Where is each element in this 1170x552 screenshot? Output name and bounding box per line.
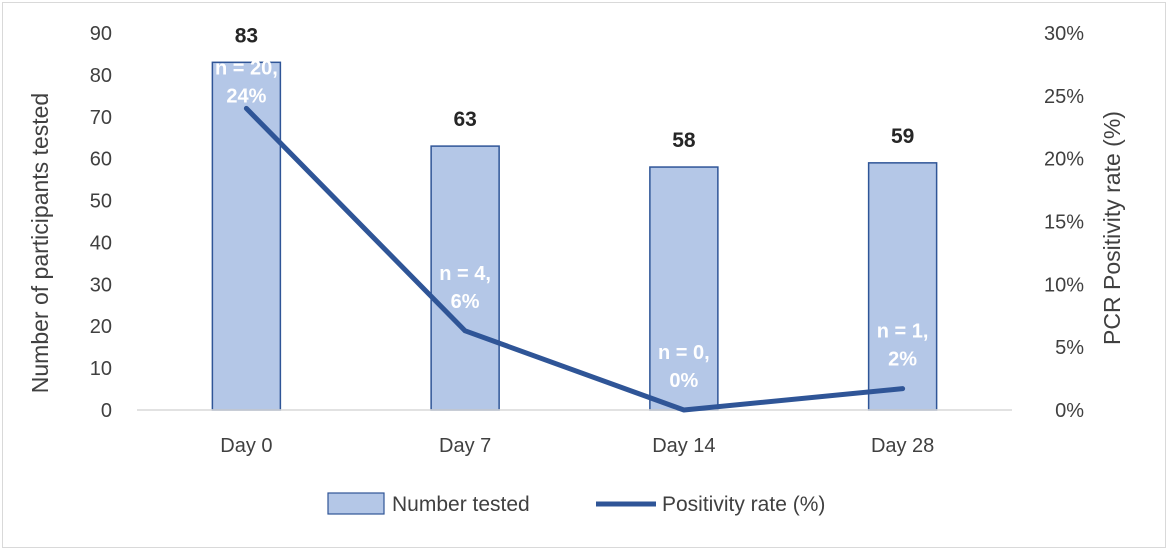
y2-tick-6: 30% — [1044, 23, 1084, 45]
y-axis-title: Number of participants tested — [27, 93, 53, 393]
rate-label-pct-0: 24% — [226, 85, 266, 107]
y2-axis-title: PCR Positivity rate (%) — [1099, 111, 1125, 345]
y2-tick-1: 5% — [1055, 337, 1084, 359]
rate-label-n-0: n = 20, — [215, 57, 278, 79]
x-tick-0: Day 0 — [220, 435, 272, 457]
line-layer — [243, 105, 906, 413]
rate-label-pct-3: 2% — [888, 349, 917, 371]
bar-value-label-1: 63 — [453, 108, 476, 131]
rate-label-n-1: n = 4, — [439, 263, 491, 285]
ticks-layer: Day 0 Day 7 Day 14 Day 28 0 10 20 30 40 50 60 70 80 9… — [90, 23, 1084, 457]
legend: Number tested Positivity rate (%) — [327, 492, 825, 516]
y-tick-0: 0 — [101, 400, 112, 422]
bar-3 — [867, 162, 938, 411]
positivity-line — [243, 105, 906, 413]
bar-2 — [649, 166, 719, 411]
y-tick-4: 40 — [90, 232, 112, 254]
rate-label-n-2: n = 0, — [658, 342, 710, 364]
legend-label-line: Positivity rate (%) — [662, 493, 825, 516]
y2-tick-3: 15% — [1044, 212, 1084, 234]
x-tick-3: Day 28 — [871, 435, 934, 457]
x-tick-2: Day 14 — [652, 435, 715, 457]
bar-value-label-2: 58 — [672, 129, 696, 152]
y2-tick-2: 10% — [1044, 274, 1084, 296]
y-tick-6: 60 — [90, 149, 112, 171]
bars-layer — [211, 61, 938, 411]
rate-label-pct-1: 6% — [451, 291, 480, 313]
legend-label-bar: Number tested — [392, 493, 530, 516]
y-tick-9: 90 — [90, 23, 112, 45]
y2-tick-4: 20% — [1044, 149, 1084, 171]
x-tick-1: Day 7 — [439, 435, 491, 457]
labels-layer: 83 63 58 59 n = 20, 24% n = 4, 6% n = 0, 0% n = 1,… — [215, 24, 929, 392]
rate-label-pct-2: 0% — [669, 370, 698, 392]
y-tick-2: 20 — [90, 316, 112, 338]
y-tick-1: 10 — [90, 358, 112, 380]
y2-tick-0: 0% — [1055, 400, 1084, 422]
y2-tick-5: 25% — [1044, 86, 1084, 108]
y-tick-7: 70 — [90, 107, 112, 129]
y-tick-3: 30 — [90, 274, 112, 296]
y-tick-5: 50 — [90, 191, 112, 213]
rate-label-n-3: n = 1, — [877, 321, 929, 343]
bar-value-label-3: 59 — [891, 125, 914, 148]
legend-swatch-bar — [327, 492, 385, 515]
bar-value-label-0: 83 — [235, 24, 258, 47]
y-tick-8: 80 — [90, 65, 112, 87]
bar-0 — [211, 61, 282, 411]
bar-1 — [430, 145, 500, 411]
